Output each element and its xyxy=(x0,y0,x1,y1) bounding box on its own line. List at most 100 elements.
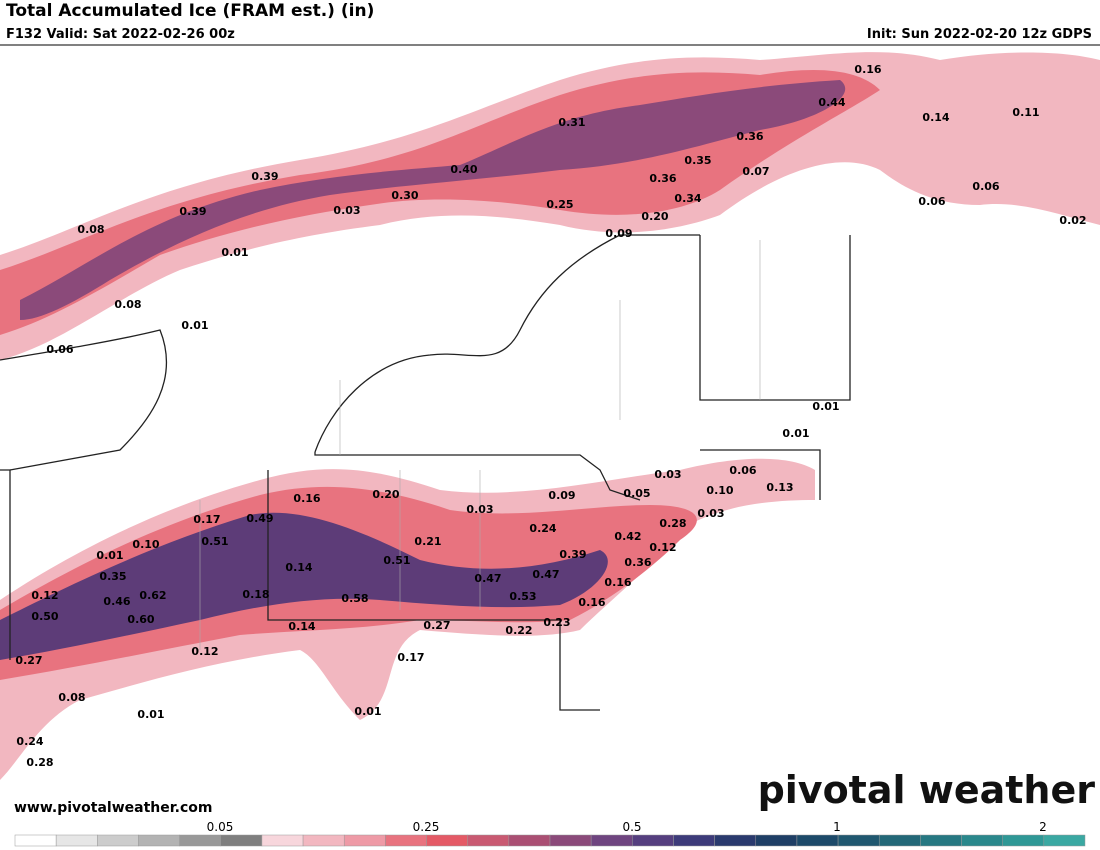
ice-label: 0.42 xyxy=(614,530,641,543)
ice-label: 0.24 xyxy=(16,735,43,748)
colorbar-swatch xyxy=(796,834,839,847)
ice-label: 0.14 xyxy=(922,111,949,124)
colorbar-swatch xyxy=(261,834,304,847)
ice-label: 0.35 xyxy=(99,570,126,583)
brand: pivotal weather xyxy=(758,768,1096,812)
colorbar-label: 0.05 xyxy=(207,820,234,834)
ice-label: 0.35 xyxy=(684,154,711,167)
ice-label: 0.62 xyxy=(139,589,166,602)
ice-label: 0.30 xyxy=(391,189,418,202)
ice-label: 0.50 xyxy=(31,610,58,623)
colorbar-swatch xyxy=(549,834,592,847)
ice-label: 0.08 xyxy=(58,691,85,704)
colorbar-swatch xyxy=(55,834,98,847)
ice-label: 0.47 xyxy=(474,572,501,585)
ice-label: 0.16 xyxy=(578,596,605,609)
colorbar-label: 0.25 xyxy=(413,820,440,834)
ice-label: 0.44 xyxy=(818,96,845,109)
ice-label: 0.47 xyxy=(532,568,559,581)
colorbar-swatch xyxy=(673,834,715,847)
ice-label: 0.60 xyxy=(127,613,154,626)
ice-label: 0.28 xyxy=(26,756,53,769)
ice-label: 0.39 xyxy=(179,205,206,218)
ice-labels: 0.16 0.44 0.14 0.11 0.31 0.36 0.35 0.07 0.36 0.40… xyxy=(15,63,1086,769)
colorbar-swatch xyxy=(343,834,386,847)
colorbar-swatch xyxy=(426,834,468,847)
ice-label: 0.10 xyxy=(132,538,159,551)
colorbar-swatch xyxy=(837,834,880,847)
colorbar-swatch xyxy=(220,834,263,847)
ice-label: 0.49 xyxy=(246,512,273,525)
ice-label: 0.18 xyxy=(242,588,269,601)
colorbar-swatch xyxy=(138,834,180,847)
colorbar-swatch xyxy=(1002,834,1045,847)
ice-label: 0.08 xyxy=(114,298,141,311)
ice-label: 0.10 xyxy=(706,484,733,497)
ice-label: 0.39 xyxy=(559,548,586,561)
colorbar-swatch xyxy=(467,834,510,847)
ice-label: 0.39 xyxy=(251,170,278,183)
ice-label: 0.01 xyxy=(812,400,839,413)
colorbar-label: 0.5 xyxy=(622,820,641,834)
colorbar-swatch xyxy=(14,834,57,847)
ice-label: 0.13 xyxy=(766,481,793,494)
ice-label: 0.36 xyxy=(736,130,763,143)
ice-label: 0.24 xyxy=(529,522,556,535)
ice-label: 0.53 xyxy=(509,590,536,603)
ice-label: 0.06 xyxy=(972,180,999,193)
ice-label: 0.06 xyxy=(729,464,756,477)
ice-label: 0.03 xyxy=(697,507,724,520)
colorbar-swatch xyxy=(755,834,798,847)
ice-label: 0.08 xyxy=(77,223,104,236)
ice-label: 0.03 xyxy=(654,468,681,481)
ice-label: 0.20 xyxy=(641,210,668,223)
colorbar-swatch xyxy=(878,834,921,847)
ice-label: 0.17 xyxy=(397,651,424,664)
ice-label: 0.01 xyxy=(782,427,809,440)
colorbar-swatch xyxy=(302,834,345,847)
ice-label: 0.20 xyxy=(372,488,399,501)
ice-label: 0.11 xyxy=(1012,106,1039,119)
colorbar-swatch xyxy=(97,834,139,847)
ice-label: 0.31 xyxy=(558,116,585,129)
ice-label: 0.40 xyxy=(450,163,477,176)
colorbar-swatch xyxy=(632,834,674,847)
ice-label: 0.03 xyxy=(466,503,493,516)
ice-label: 0.51 xyxy=(383,554,410,567)
ice-label: 0.14 xyxy=(288,620,315,633)
ice-label: 0.05 xyxy=(623,487,650,500)
colorbar-swatch xyxy=(714,834,757,847)
ice-label: 0.01 xyxy=(181,319,208,332)
ice-label: 0.12 xyxy=(649,541,676,554)
valid-time: F132 Valid: Sat 2022-02-26 00z xyxy=(6,27,235,42)
colorbar-label: 2 xyxy=(1039,820,1047,834)
ice-label: 0.36 xyxy=(624,556,651,569)
ice-label: 0.12 xyxy=(31,589,58,602)
ice-label: 0.16 xyxy=(854,63,881,76)
ice-label: 0.28 xyxy=(659,517,686,530)
ice-label: 0.07 xyxy=(742,165,769,178)
ice-label: 0.58 xyxy=(341,592,368,605)
ice-label: 0.25 xyxy=(546,198,573,211)
colorbar-swatch xyxy=(508,834,551,847)
title: Total Accumulated Ice (FRAM est.) (in) xyxy=(6,1,374,21)
ice-label: 0.21 xyxy=(414,535,441,548)
ice-label: 0.01 xyxy=(137,708,164,721)
ice-label: 0.09 xyxy=(605,227,632,240)
colorbar-swatch xyxy=(961,834,1003,847)
colorbar-swatch xyxy=(1043,834,1086,847)
ice-label: 0.06 xyxy=(46,343,73,356)
ice-label: 0.09 xyxy=(548,489,575,502)
ice-label: 0.51 xyxy=(201,535,228,548)
colorbar-label: 1 xyxy=(833,820,841,834)
colorbar-swatch xyxy=(179,834,222,847)
boundaries xyxy=(0,234,851,711)
ice-label: 0.12 xyxy=(191,645,218,658)
ice-label: 0.22 xyxy=(505,624,532,637)
colorbar: 0.05 0.25 0.5 1 2 xyxy=(14,820,1086,847)
ice-label: 0.16 xyxy=(293,492,320,505)
ice-label: 0.01 xyxy=(354,705,381,718)
url: www.pivotalweather.com xyxy=(14,800,213,816)
ice-label: 0.03 xyxy=(333,204,360,217)
